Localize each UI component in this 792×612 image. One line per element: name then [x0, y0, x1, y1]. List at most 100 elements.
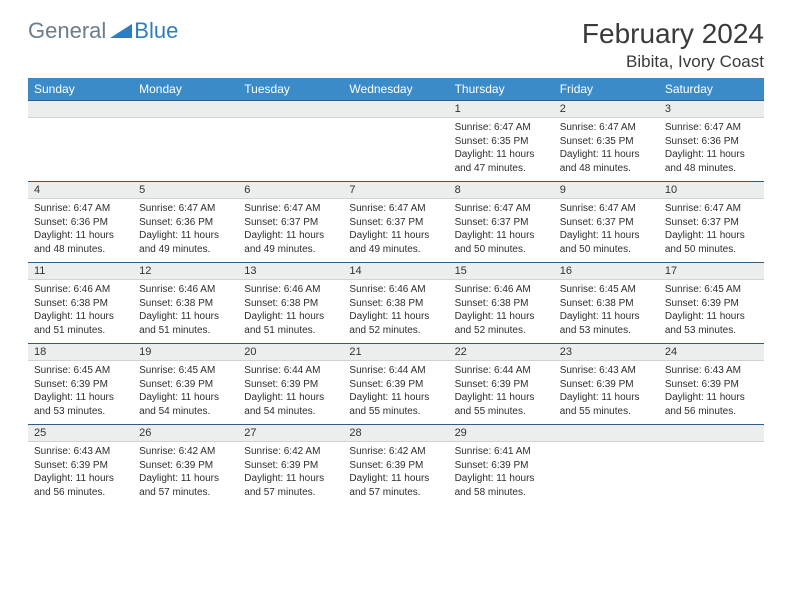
month-title: February 2024 — [582, 18, 764, 50]
day2-text: and 53 minutes. — [34, 405, 127, 419]
weekday-header: Thursday — [449, 78, 554, 101]
day1-text: Daylight: 11 hours — [349, 310, 442, 324]
day1-text: Daylight: 11 hours — [139, 310, 232, 324]
sunrise-text: Sunrise: 6:42 AM — [244, 445, 337, 459]
weekday-header-row: Sunday Monday Tuesday Wednesday Thursday… — [28, 78, 764, 101]
day2-text: and 49 minutes. — [349, 243, 442, 257]
date-cell: 13 — [238, 263, 343, 280]
day2-text: and 50 minutes. — [665, 243, 758, 257]
detail-cell: Sunrise: 6:41 AMSunset: 6:39 PMDaylight:… — [449, 442, 554, 506]
sunset-text: Sunset: 6:39 PM — [349, 378, 442, 392]
day1-text: Daylight: 11 hours — [455, 229, 548, 243]
detail-cell: Sunrise: 6:45 AMSunset: 6:39 PMDaylight:… — [133, 361, 238, 425]
detail-cell — [554, 442, 659, 506]
date-cell — [343, 101, 448, 118]
sunset-text: Sunset: 6:37 PM — [349, 216, 442, 230]
sunrise-text: Sunrise: 6:47 AM — [560, 121, 653, 135]
detail-cell: Sunrise: 6:47 AMSunset: 6:37 PMDaylight:… — [449, 199, 554, 263]
sunrise-text: Sunrise: 6:41 AM — [455, 445, 548, 459]
sunrise-text: Sunrise: 6:47 AM — [665, 121, 758, 135]
detail-cell: Sunrise: 6:43 AMSunset: 6:39 PMDaylight:… — [659, 361, 764, 425]
day2-text: and 55 minutes. — [349, 405, 442, 419]
day2-text: and 47 minutes. — [455, 162, 548, 176]
sunrise-text: Sunrise: 6:47 AM — [349, 202, 442, 216]
day1-text: Daylight: 11 hours — [139, 391, 232, 405]
detail-cell: Sunrise: 6:46 AMSunset: 6:38 PMDaylight:… — [238, 280, 343, 344]
date-cell: 27 — [238, 425, 343, 442]
date-cell: 2 — [554, 101, 659, 118]
sunrise-text: Sunrise: 6:46 AM — [455, 283, 548, 297]
date-cell: 14 — [343, 263, 448, 280]
sunrise-text: Sunrise: 6:46 AM — [349, 283, 442, 297]
logo-text-general: General — [28, 18, 106, 44]
sunrise-text: Sunrise: 6:45 AM — [34, 364, 127, 378]
detail-row: Sunrise: 6:47 AMSunset: 6:36 PMDaylight:… — [28, 199, 764, 263]
logo-text-blue: Blue — [134, 18, 178, 44]
detail-cell: Sunrise: 6:47 AMSunset: 6:36 PMDaylight:… — [659, 118, 764, 182]
sunrise-text: Sunrise: 6:46 AM — [34, 283, 127, 297]
day2-text: and 49 minutes. — [139, 243, 232, 257]
day1-text: Daylight: 11 hours — [34, 229, 127, 243]
calendar-table: Sunday Monday Tuesday Wednesday Thursday… — [28, 78, 764, 505]
date-cell — [659, 425, 764, 442]
detail-cell: Sunrise: 6:47 AMSunset: 6:37 PMDaylight:… — [238, 199, 343, 263]
day2-text: and 54 minutes. — [244, 405, 337, 419]
sunrise-text: Sunrise: 6:47 AM — [560, 202, 653, 216]
day1-text: Daylight: 11 hours — [455, 472, 548, 486]
sunset-text: Sunset: 6:38 PM — [244, 297, 337, 311]
date-cell: 21 — [343, 344, 448, 361]
detail-cell: Sunrise: 6:47 AMSunset: 6:36 PMDaylight:… — [133, 199, 238, 263]
detail-cell: Sunrise: 6:45 AMSunset: 6:39 PMDaylight:… — [659, 280, 764, 344]
sunset-text: Sunset: 6:37 PM — [244, 216, 337, 230]
day2-text: and 57 minutes. — [139, 486, 232, 500]
sunset-text: Sunset: 6:39 PM — [34, 378, 127, 392]
sunset-text: Sunset: 6:39 PM — [455, 459, 548, 473]
day2-text: and 52 minutes. — [455, 324, 548, 338]
date-cell: 1 — [449, 101, 554, 118]
detail-cell — [659, 442, 764, 506]
sunset-text: Sunset: 6:39 PM — [244, 459, 337, 473]
day1-text: Daylight: 11 hours — [139, 472, 232, 486]
detail-cell: Sunrise: 6:43 AMSunset: 6:39 PMDaylight:… — [28, 442, 133, 506]
date-cell: 24 — [659, 344, 764, 361]
sunrise-text: Sunrise: 6:44 AM — [455, 364, 548, 378]
day2-text: and 56 minutes. — [34, 486, 127, 500]
day1-text: Daylight: 11 hours — [34, 472, 127, 486]
date-cell: 10 — [659, 182, 764, 199]
date-row: 11121314151617 — [28, 263, 764, 280]
date-cell: 3 — [659, 101, 764, 118]
day1-text: Daylight: 11 hours — [665, 229, 758, 243]
sunset-text: Sunset: 6:39 PM — [244, 378, 337, 392]
sunset-text: Sunset: 6:37 PM — [455, 216, 548, 230]
date-cell: 16 — [554, 263, 659, 280]
day1-text: Daylight: 11 hours — [560, 391, 653, 405]
sunset-text: Sunset: 6:35 PM — [560, 135, 653, 149]
date-cell — [238, 101, 343, 118]
day1-text: Daylight: 11 hours — [34, 391, 127, 405]
date-cell: 19 — [133, 344, 238, 361]
date-cell: 17 — [659, 263, 764, 280]
detail-cell: Sunrise: 6:45 AMSunset: 6:38 PMDaylight:… — [554, 280, 659, 344]
detail-cell: Sunrise: 6:47 AMSunset: 6:35 PMDaylight:… — [449, 118, 554, 182]
date-cell: 18 — [28, 344, 133, 361]
day2-text: and 50 minutes. — [560, 243, 653, 257]
day1-text: Daylight: 11 hours — [244, 472, 337, 486]
date-row: 45678910 — [28, 182, 764, 199]
day1-text: Daylight: 11 hours — [455, 148, 548, 162]
day2-text: and 53 minutes. — [560, 324, 653, 338]
day2-text: and 58 minutes. — [455, 486, 548, 500]
detail-cell: Sunrise: 6:46 AMSunset: 6:38 PMDaylight:… — [28, 280, 133, 344]
day1-text: Daylight: 11 hours — [560, 148, 653, 162]
sunrise-text: Sunrise: 6:45 AM — [560, 283, 653, 297]
title-block: February 2024 Bibita, Ivory Coast — [582, 18, 764, 72]
detail-cell: Sunrise: 6:47 AMSunset: 6:37 PMDaylight:… — [659, 199, 764, 263]
sunset-text: Sunset: 6:39 PM — [139, 459, 232, 473]
sunrise-text: Sunrise: 6:44 AM — [349, 364, 442, 378]
date-cell: 12 — [133, 263, 238, 280]
detail-cell: Sunrise: 6:44 AMSunset: 6:39 PMDaylight:… — [238, 361, 343, 425]
detail-cell — [133, 118, 238, 182]
sunrise-text: Sunrise: 6:45 AM — [139, 364, 232, 378]
sunrise-text: Sunrise: 6:42 AM — [349, 445, 442, 459]
sunset-text: Sunset: 6:36 PM — [665, 135, 758, 149]
date-cell: 28 — [343, 425, 448, 442]
